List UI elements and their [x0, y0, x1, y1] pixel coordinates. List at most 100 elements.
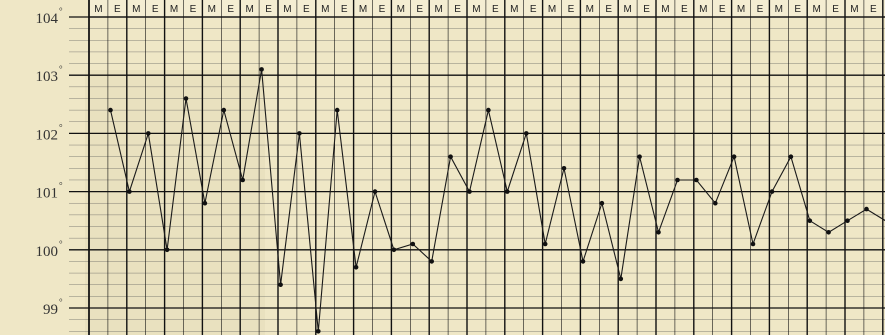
data-point — [146, 131, 151, 136]
y-tick-label: 103 — [36, 69, 59, 85]
y-tick-degree: ° — [59, 297, 63, 307]
column-label-M: M — [586, 4, 594, 15]
header-strip — [89, 0, 885, 17]
data-point — [410, 241, 416, 247]
data-point — [259, 67, 264, 72]
data-point — [769, 189, 775, 194]
column-label-M: M — [699, 4, 707, 15]
column-label-E: E — [870, 4, 877, 15]
data-point — [524, 131, 529, 136]
data-point — [127, 189, 132, 194]
temperature-line — [109, 69, 885, 332]
column-label-E: E — [757, 4, 764, 15]
data-point — [731, 154, 737, 159]
data-point — [278, 282, 283, 288]
column-label-E: E — [341, 4, 348, 15]
column-label-M: M — [132, 4, 140, 15]
column-label-M: M — [321, 4, 329, 15]
column-label-M: M — [623, 4, 631, 15]
data-point — [297, 131, 302, 136]
column-label-M: M — [245, 4, 253, 15]
column-label-M: M — [548, 4, 556, 15]
data-point — [486, 107, 491, 113]
column-label-E: E — [416, 4, 423, 15]
data-point — [864, 206, 869, 212]
data-point — [788, 154, 794, 159]
column-label-M: M — [737, 4, 745, 15]
column-label-M: M — [472, 4, 480, 15]
column-label-E: E — [568, 4, 575, 15]
data-point — [580, 259, 586, 264]
data-point — [183, 96, 189, 101]
column-label-M: M — [775, 4, 783, 15]
data-point — [656, 230, 661, 235]
y-tick-degree: ° — [59, 64, 63, 74]
data-point — [750, 241, 756, 247]
data-point — [713, 200, 718, 206]
y-tick-label: 104 — [36, 11, 59, 27]
data-point — [353, 265, 359, 270]
column-label-E: E — [114, 4, 121, 15]
column-label-E: E — [719, 4, 726, 15]
data-point — [316, 329, 321, 334]
data-point — [694, 177, 699, 183]
y-tick-degree: ° — [59, 122, 63, 132]
column-label-M: M — [170, 4, 178, 15]
column-label-E: E — [454, 4, 461, 15]
y-tick-degree: ° — [59, 239, 63, 249]
data-point — [221, 107, 227, 113]
column-label-E: E — [530, 4, 537, 15]
data-point — [505, 189, 510, 194]
data-point — [637, 154, 642, 159]
column-label-E: E — [379, 4, 386, 15]
data-point — [675, 177, 680, 183]
data-point — [599, 200, 605, 206]
y-tick-label: 100 — [36, 244, 59, 260]
column-label-M: M — [661, 4, 669, 15]
data-point — [334, 107, 340, 113]
column-label-E: E — [643, 4, 650, 15]
column-label-E: E — [265, 4, 272, 15]
column-label-M: M — [359, 4, 367, 15]
data-point — [448, 154, 453, 159]
column-label-E: E — [681, 4, 688, 15]
data-point — [240, 177, 245, 183]
data-point — [391, 247, 397, 253]
column-label-E: E — [492, 4, 499, 15]
column-label-M: M — [510, 4, 518, 15]
y-tick-label: 102 — [36, 127, 59, 143]
data-point — [164, 247, 170, 253]
data-point — [467, 189, 472, 194]
column-label-M: M — [434, 4, 442, 15]
column-label-E: E — [227, 4, 234, 15]
data-point — [561, 166, 567, 171]
y-tick-label: 99 — [43, 302, 58, 318]
column-label-M: M — [283, 4, 291, 15]
column-label-M: M — [94, 4, 102, 15]
data-point — [826, 230, 831, 235]
data-point — [372, 189, 378, 194]
y-tick-degree: ° — [59, 6, 63, 16]
column-label-M: M — [850, 4, 858, 15]
data-point — [108, 107, 113, 113]
column-label-M: M — [397, 4, 405, 15]
column-label-E: E — [794, 4, 801, 15]
column-label-M: M — [208, 4, 216, 15]
data-point — [807, 218, 813, 223]
column-label-E: E — [303, 4, 310, 15]
y-tick-degree: ° — [59, 181, 63, 191]
column-label-E: E — [190, 4, 197, 15]
data-point — [202, 200, 208, 206]
data-point — [429, 259, 435, 264]
column-label-M: M — [812, 4, 820, 15]
data-point — [618, 276, 624, 282]
data-point — [845, 218, 850, 223]
column-label-E: E — [605, 4, 612, 15]
paper-shadow — [85, 70, 265, 335]
data-point — [542, 241, 548, 247]
y-tick-label: 101 — [36, 186, 59, 202]
column-label-E: E — [152, 4, 159, 15]
